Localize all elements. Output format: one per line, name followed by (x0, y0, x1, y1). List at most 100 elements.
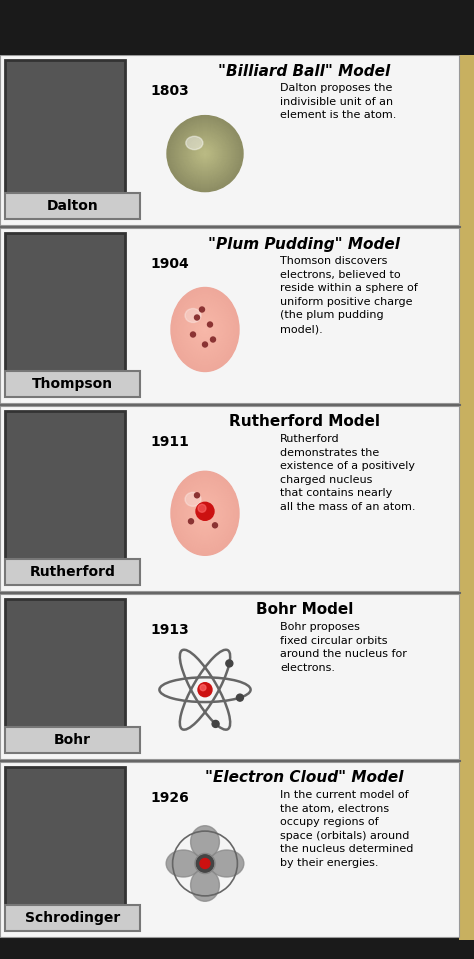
Ellipse shape (186, 306, 224, 353)
Ellipse shape (202, 510, 208, 517)
Ellipse shape (191, 869, 219, 901)
FancyBboxPatch shape (5, 905, 140, 931)
FancyBboxPatch shape (5, 60, 125, 193)
FancyBboxPatch shape (0, 228, 459, 403)
Ellipse shape (200, 323, 210, 336)
Circle shape (192, 141, 218, 167)
Text: In the current model of
the atom, electrons
occupy regions of
space (orbitals) a: In the current model of the atom, electr… (280, 790, 413, 868)
Ellipse shape (193, 315, 217, 344)
Ellipse shape (183, 486, 227, 541)
Circle shape (171, 120, 239, 188)
Ellipse shape (180, 298, 230, 361)
Circle shape (194, 315, 200, 320)
Ellipse shape (197, 319, 213, 340)
Ellipse shape (186, 490, 224, 536)
Circle shape (191, 332, 195, 337)
Ellipse shape (172, 473, 238, 554)
Ellipse shape (188, 492, 222, 534)
Circle shape (202, 342, 208, 347)
Ellipse shape (172, 289, 238, 370)
Ellipse shape (194, 500, 216, 526)
Ellipse shape (180, 481, 230, 545)
Circle shape (196, 854, 214, 873)
FancyBboxPatch shape (0, 55, 459, 225)
Ellipse shape (204, 512, 206, 514)
Ellipse shape (187, 308, 223, 352)
Ellipse shape (184, 488, 226, 539)
Circle shape (179, 128, 231, 179)
Text: "Plum Pudding" Model: "Plum Pudding" Model (209, 237, 401, 251)
Text: Rutherford
demonstrates the
existence of a positively
charged nucleus
that conta: Rutherford demonstrates the existence of… (280, 434, 416, 512)
Ellipse shape (192, 314, 218, 345)
Circle shape (181, 129, 229, 177)
FancyBboxPatch shape (5, 767, 125, 905)
Ellipse shape (173, 475, 237, 552)
Circle shape (194, 493, 200, 498)
Circle shape (175, 124, 235, 183)
Text: Dalton proposes the
indivisible unit of an
element is the atom.: Dalton proposes the indivisible unit of … (280, 83, 396, 120)
Circle shape (184, 132, 226, 175)
Ellipse shape (173, 291, 237, 368)
Circle shape (196, 503, 214, 521)
Ellipse shape (184, 303, 226, 356)
Ellipse shape (200, 507, 210, 520)
Ellipse shape (183, 302, 227, 357)
Ellipse shape (191, 312, 219, 347)
Ellipse shape (193, 499, 217, 528)
Circle shape (174, 123, 236, 184)
FancyBboxPatch shape (0, 940, 474, 959)
Ellipse shape (210, 850, 244, 877)
Ellipse shape (196, 318, 214, 341)
Circle shape (190, 139, 220, 169)
FancyBboxPatch shape (5, 371, 140, 397)
Ellipse shape (179, 480, 231, 546)
Ellipse shape (174, 292, 236, 367)
FancyBboxPatch shape (0, 406, 459, 591)
Ellipse shape (181, 300, 229, 359)
Text: Bohr: Bohr (54, 733, 91, 747)
Circle shape (198, 683, 212, 696)
Circle shape (169, 118, 241, 190)
Circle shape (198, 147, 212, 160)
Ellipse shape (173, 474, 237, 553)
Ellipse shape (198, 321, 212, 338)
Circle shape (168, 117, 242, 191)
Ellipse shape (166, 850, 201, 877)
Circle shape (208, 322, 212, 327)
Circle shape (200, 685, 206, 690)
Ellipse shape (190, 495, 220, 532)
Ellipse shape (202, 326, 208, 333)
Circle shape (182, 130, 228, 176)
Ellipse shape (171, 288, 239, 371)
FancyBboxPatch shape (0, 0, 474, 55)
Ellipse shape (189, 310, 221, 349)
FancyBboxPatch shape (5, 559, 140, 585)
Text: 1926: 1926 (150, 791, 189, 805)
Circle shape (200, 307, 204, 312)
Text: Schrodinger: Schrodinger (25, 911, 120, 925)
Text: 1913: 1913 (150, 623, 189, 637)
Ellipse shape (178, 296, 232, 363)
FancyBboxPatch shape (5, 233, 125, 371)
Circle shape (197, 146, 213, 162)
Circle shape (202, 151, 208, 156)
Circle shape (188, 136, 222, 171)
Ellipse shape (181, 484, 229, 543)
Text: Thomson discovers
electrons, believed to
reside within a sphere of
uniform posit: Thomson discovers electrons, believed to… (280, 256, 418, 334)
Circle shape (172, 121, 238, 187)
Ellipse shape (197, 503, 213, 524)
Ellipse shape (185, 492, 201, 506)
Ellipse shape (177, 479, 233, 548)
Ellipse shape (184, 304, 226, 355)
Circle shape (204, 152, 206, 154)
Ellipse shape (187, 491, 223, 535)
Ellipse shape (191, 496, 219, 531)
Circle shape (196, 145, 214, 163)
Ellipse shape (174, 476, 236, 551)
Ellipse shape (190, 311, 220, 348)
Ellipse shape (177, 294, 233, 364)
Circle shape (170, 119, 240, 189)
Circle shape (178, 127, 232, 180)
Circle shape (191, 140, 219, 168)
FancyBboxPatch shape (0, 762, 459, 937)
